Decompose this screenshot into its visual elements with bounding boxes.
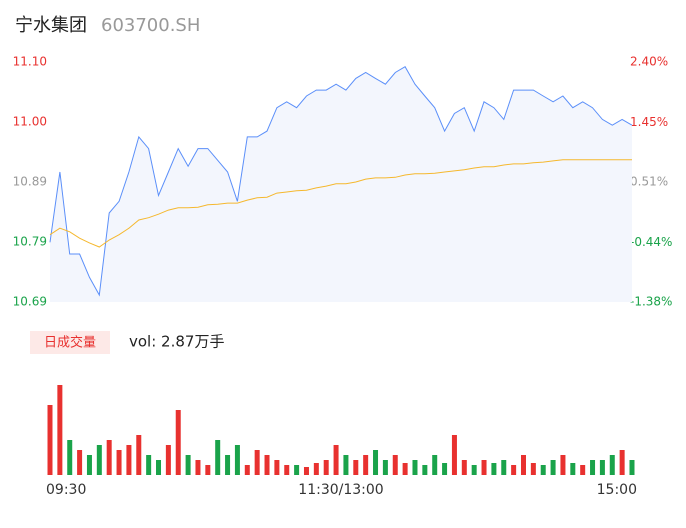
volume-bar — [343, 455, 349, 475]
y-tick-label: 11.10 — [13, 55, 47, 69]
volume-bar — [323, 460, 329, 475]
volume-bar — [422, 465, 428, 475]
volume-bar — [540, 465, 546, 475]
volume-bar — [590, 460, 596, 475]
volume-bar — [619, 450, 625, 475]
volume-bar — [215, 440, 221, 475]
volume-bar — [274, 460, 280, 475]
volume-bar — [175, 410, 181, 475]
y2-tick-label: 2.40% — [630, 55, 668, 69]
volume-bar — [303, 467, 309, 475]
volume-summary: vol: 2.87万手 — [129, 333, 224, 351]
volume-bar — [185, 455, 191, 475]
volume-bar — [392, 455, 398, 475]
x-tick-label: 09:30 — [46, 482, 86, 498]
y-tick-label: 10.69 — [13, 295, 47, 309]
volume-bar — [284, 465, 290, 475]
volume-bar — [57, 385, 63, 475]
volume-bar — [254, 450, 260, 475]
volume-bar — [609, 455, 615, 475]
volume-bar — [471, 465, 477, 475]
volume-bar — [481, 460, 487, 475]
volume-bar — [363, 455, 369, 475]
price-area — [50, 66, 632, 302]
volume-bar — [205, 465, 211, 475]
x-tick-label: 11:30/13:00 — [298, 482, 383, 498]
y2-tick-label: 0.51% — [630, 175, 668, 189]
price-line — [49, 66, 633, 297]
volume-bar — [373, 450, 379, 475]
volume-bar — [67, 440, 73, 475]
volume-bar — [412, 460, 418, 475]
volume-bar — [156, 460, 162, 475]
volume-bar — [599, 460, 605, 475]
y2-tick-label: 1.45% — [630, 115, 668, 129]
volume-bar — [511, 465, 517, 475]
chart-subtitle: 603700.SH — [101, 15, 200, 36]
volume-bar — [382, 460, 388, 475]
volume-bar — [491, 463, 497, 475]
volume-bar — [126, 445, 132, 475]
volume-bar — [195, 460, 201, 475]
volume-bar — [501, 460, 507, 475]
y2-tick-label: -1.38% — [630, 295, 672, 309]
volume-bar — [461, 460, 467, 475]
volume-bar — [520, 455, 526, 475]
volume-bar — [106, 440, 112, 475]
volume-bar — [313, 463, 319, 475]
average-line — [49, 159, 632, 248]
y2-tick-label: -0.44% — [630, 235, 672, 249]
volume-bar — [77, 450, 83, 475]
volume-bar — [136, 435, 142, 475]
volume-bar — [442, 463, 448, 475]
chart-title: 宁水集团 — [15, 15, 87, 36]
volume-bar — [47, 405, 53, 475]
volume-bar — [264, 455, 270, 475]
y-tick-label: 11.00 — [13, 115, 47, 129]
volume-bar — [96, 445, 102, 475]
volume-bar — [244, 465, 250, 475]
volume-bar — [86, 455, 92, 475]
volume-bar — [451, 435, 457, 475]
y-tick-label: 10.79 — [13, 235, 47, 249]
volume-bar — [432, 455, 438, 475]
volume-bar — [560, 455, 566, 475]
x-tick-label: 15:00 — [597, 482, 637, 498]
legend-label: 日成交量 — [44, 335, 96, 351]
volume-bar — [165, 445, 171, 475]
volume-bar — [294, 465, 300, 475]
volume-bar — [146, 455, 152, 475]
volume-bar — [550, 460, 556, 475]
volume-bar — [402, 463, 408, 475]
legend-box — [30, 331, 110, 354]
volume-bar — [225, 455, 231, 475]
volume-bar — [116, 450, 122, 475]
volume-bar — [580, 465, 586, 475]
volume-bar — [333, 445, 339, 475]
volume-bar — [353, 460, 359, 475]
volume-bar — [530, 463, 536, 475]
volume-bar — [234, 445, 240, 475]
volume-bar — [629, 460, 635, 475]
volume-bar — [570, 463, 576, 475]
y-tick-label: 10.89 — [13, 175, 47, 189]
